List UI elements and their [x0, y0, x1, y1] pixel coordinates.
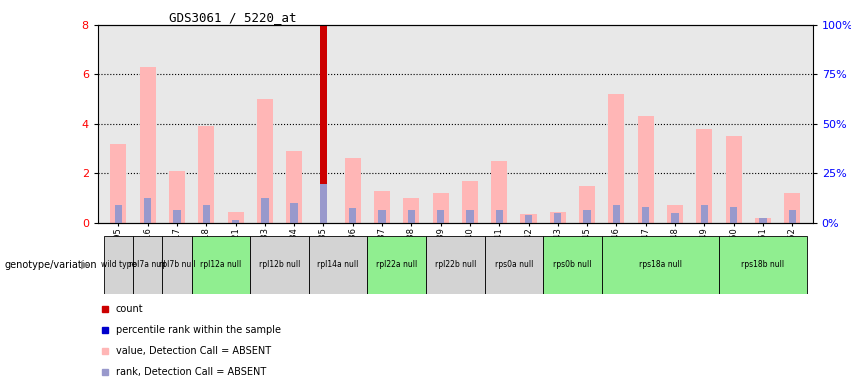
Bar — [203, 205, 210, 223]
Bar — [250, 236, 309, 294]
Bar — [320, 184, 327, 223]
Bar — [667, 205, 683, 223]
Text: rps0a null: rps0a null — [494, 260, 533, 270]
Bar — [584, 210, 591, 223]
Bar — [345, 159, 361, 223]
Bar — [261, 198, 269, 223]
Bar — [111, 144, 127, 223]
Text: percentile rank within the sample: percentile rank within the sample — [116, 325, 281, 335]
Bar — [525, 215, 532, 223]
Text: rpl22b null: rpl22b null — [435, 260, 476, 270]
Text: rpl7b null: rpl7b null — [158, 260, 196, 270]
Bar — [191, 236, 250, 294]
Bar — [198, 126, 214, 223]
Text: rpl22a null: rpl22a null — [376, 260, 417, 270]
Bar — [637, 116, 654, 223]
Text: rps18b null: rps18b null — [741, 260, 785, 270]
Bar — [671, 213, 679, 223]
Text: rpl7a null: rpl7a null — [129, 260, 166, 270]
Bar — [602, 236, 719, 294]
Bar — [309, 236, 368, 294]
Bar — [379, 210, 386, 223]
Bar — [554, 213, 562, 223]
Bar — [726, 136, 742, 223]
Bar — [696, 129, 712, 223]
Bar — [484, 236, 543, 294]
Bar — [408, 210, 415, 223]
Bar — [144, 198, 151, 223]
Bar — [437, 210, 444, 223]
Bar — [719, 236, 807, 294]
Bar — [320, 25, 327, 223]
Bar — [374, 190, 390, 223]
Text: rpl12a null: rpl12a null — [200, 260, 242, 270]
Bar — [140, 67, 156, 223]
Text: rps18a null: rps18a null — [639, 260, 682, 270]
Bar — [759, 218, 767, 223]
Text: wild type: wild type — [100, 260, 136, 270]
Bar — [104, 236, 133, 294]
Bar — [608, 94, 625, 223]
Bar — [257, 99, 273, 223]
Bar — [163, 236, 191, 294]
Bar — [368, 236, 426, 294]
Bar — [755, 218, 771, 223]
Bar — [349, 208, 357, 223]
Bar — [432, 193, 448, 223]
Bar — [426, 236, 484, 294]
Text: count: count — [116, 304, 143, 314]
Bar — [462, 181, 478, 223]
Bar — [168, 171, 185, 223]
Text: ▶: ▶ — [81, 260, 89, 270]
Bar — [521, 214, 537, 223]
Bar — [784, 193, 800, 223]
Bar — [174, 210, 180, 223]
Bar — [491, 161, 507, 223]
Text: rank, Detection Call = ABSENT: rank, Detection Call = ABSENT — [116, 367, 266, 377]
Bar — [495, 210, 503, 223]
Text: rpl14a null: rpl14a null — [317, 260, 359, 270]
Bar — [466, 210, 474, 223]
Bar — [290, 203, 298, 223]
Bar — [642, 207, 649, 223]
Text: genotype/variation: genotype/variation — [4, 260, 97, 270]
Bar — [730, 207, 737, 223]
Bar — [550, 212, 566, 223]
Text: GDS3061 / 5220_at: GDS3061 / 5220_at — [169, 11, 297, 24]
Bar — [543, 236, 602, 294]
Bar — [133, 236, 163, 294]
Bar — [700, 205, 708, 223]
Text: rps0b null: rps0b null — [553, 260, 591, 270]
Bar — [613, 205, 620, 223]
Bar — [286, 151, 302, 223]
Text: rpl12b null: rpl12b null — [259, 260, 300, 270]
Bar — [231, 220, 239, 223]
Bar — [403, 198, 420, 223]
Bar — [579, 185, 595, 223]
Text: value, Detection Call = ABSENT: value, Detection Call = ABSENT — [116, 346, 271, 356]
Bar — [115, 205, 122, 223]
Bar — [227, 212, 243, 223]
Bar — [789, 210, 796, 223]
